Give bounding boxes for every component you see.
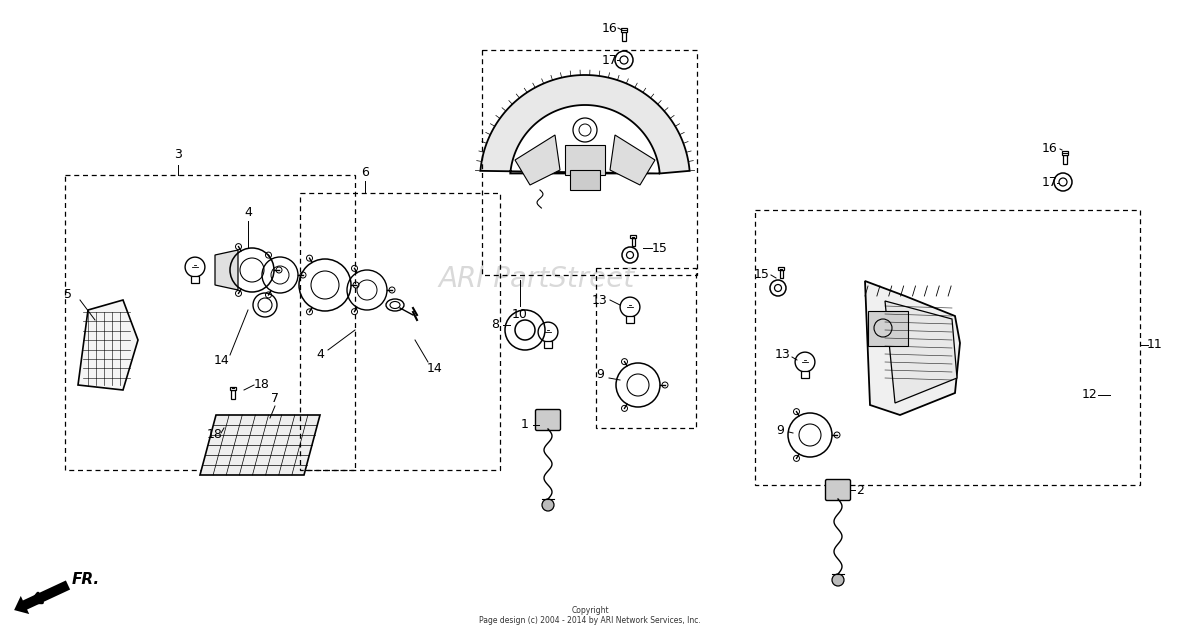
Polygon shape [885, 301, 957, 403]
Bar [231, 390, 235, 399]
Bar [481, 50, 697, 275]
Circle shape [505, 310, 545, 350]
Text: 5: 5 [64, 289, 72, 301]
Text: 1: 1 [522, 418, 529, 432]
Circle shape [514, 320, 535, 340]
Text: 15: 15 [653, 242, 668, 254]
Text: 6: 6 [361, 166, 369, 180]
Text: 9: 9 [596, 368, 604, 382]
Text: 7: 7 [271, 391, 278, 404]
Bar [65, 175, 355, 470]
Text: 13: 13 [592, 294, 608, 306]
Bar [596, 268, 696, 428]
Polygon shape [865, 281, 961, 415]
Text: 14: 14 [214, 353, 230, 367]
Bar [627, 316, 634, 323]
Bar [300, 193, 500, 470]
Bar [191, 276, 199, 283]
Text: 16: 16 [602, 22, 618, 35]
Circle shape [542, 499, 553, 511]
Bar [630, 235, 636, 238]
FancyBboxPatch shape [536, 410, 560, 430]
Text: 2: 2 [856, 484, 864, 496]
Bar [544, 341, 552, 348]
Text: 14: 14 [427, 361, 442, 375]
Bar [565, 145, 605, 175]
Bar [755, 210, 1140, 485]
Bar [631, 238, 635, 246]
Text: 17: 17 [602, 54, 618, 66]
Bar [801, 371, 809, 378]
Text: 18: 18 [254, 379, 270, 391]
Bar [622, 32, 625, 41]
Text: 17: 17 [1042, 177, 1058, 189]
FancyBboxPatch shape [826, 480, 851, 501]
Text: 18: 18 [206, 429, 223, 441]
Text: 8: 8 [491, 318, 499, 332]
Polygon shape [514, 135, 560, 185]
Polygon shape [480, 75, 689, 173]
Polygon shape [610, 135, 655, 185]
Bar [1063, 155, 1067, 164]
Text: 13: 13 [775, 349, 791, 361]
Bar [1062, 151, 1068, 155]
Text: 3: 3 [175, 149, 182, 161]
Bar [570, 170, 599, 190]
Text: 9: 9 [776, 423, 784, 437]
Bar [868, 311, 907, 346]
Text: 15: 15 [754, 268, 769, 282]
Polygon shape [78, 300, 138, 390]
Text: Copyright
Page design (c) 2004 - 2014 by ARI Network Services, Inc.: Copyright Page design (c) 2004 - 2014 by… [479, 606, 701, 625]
Text: 10: 10 [512, 308, 527, 322]
Text: 16: 16 [1042, 142, 1058, 154]
Text: 11: 11 [1147, 339, 1162, 351]
Text: FR.: FR. [72, 572, 100, 587]
Bar [779, 267, 784, 270]
Text: 12: 12 [1082, 389, 1097, 401]
Polygon shape [215, 250, 238, 290]
FancyArrow shape [14, 580, 70, 614]
Text: ARI PartStreet: ARI PartStreet [439, 265, 635, 292]
Circle shape [832, 574, 844, 586]
Text: 4: 4 [316, 349, 324, 361]
Bar [230, 387, 236, 390]
Text: 4: 4 [244, 206, 253, 220]
Bar [780, 270, 782, 277]
Polygon shape [199, 415, 320, 475]
Bar [621, 28, 627, 32]
